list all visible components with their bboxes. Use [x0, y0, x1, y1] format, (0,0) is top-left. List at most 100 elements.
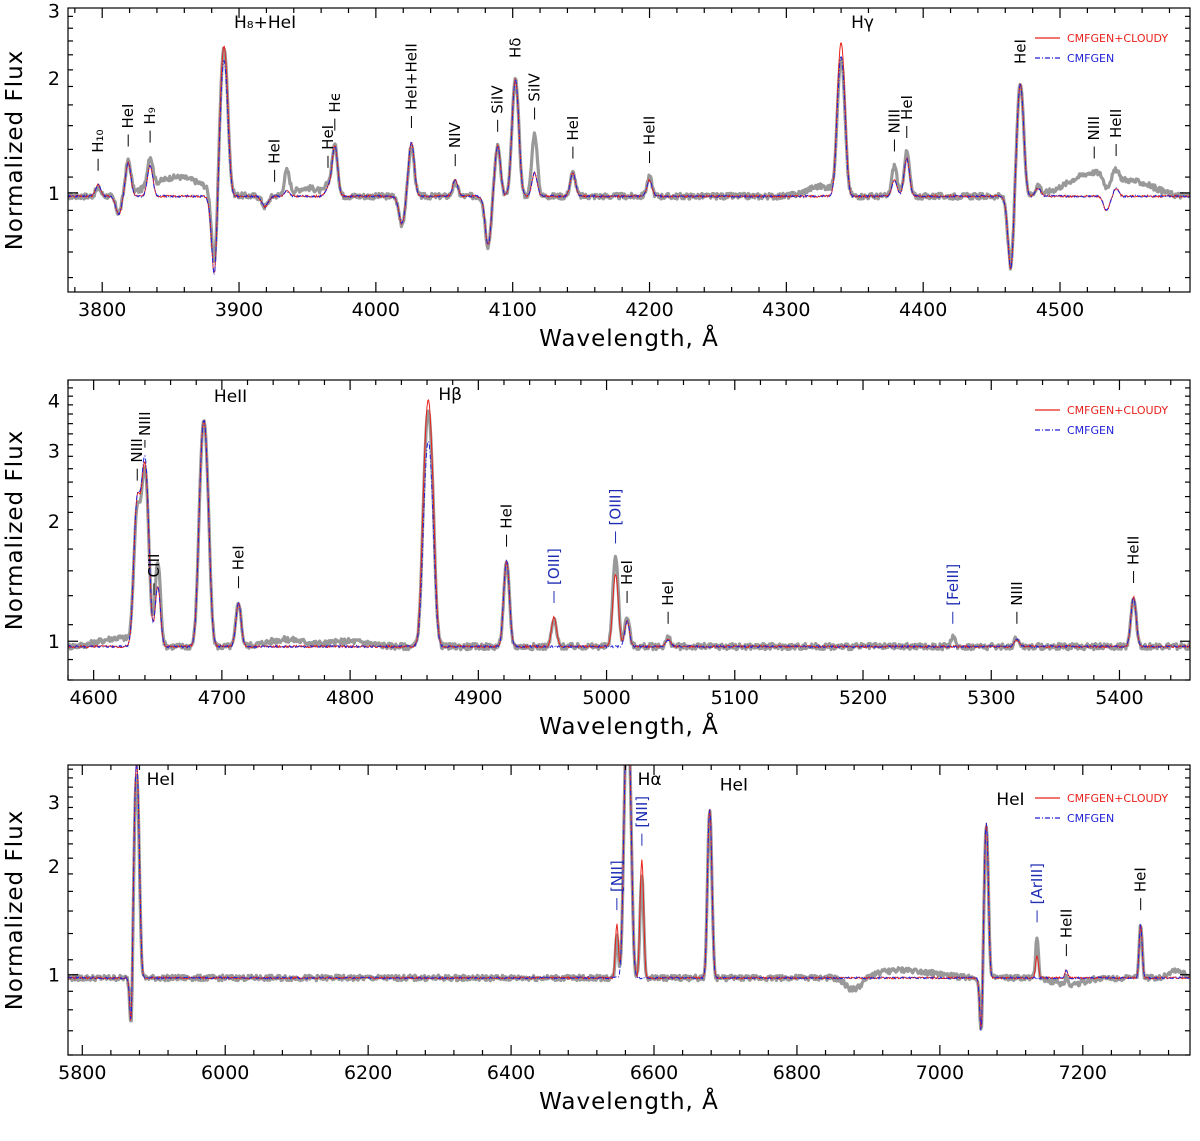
- legend-label-cmfgen-cloudy: CMFGEN+CLOUDY: [1067, 792, 1168, 805]
- line-label: Hβ: [438, 385, 462, 405]
- x-tick-label: 4900: [454, 687, 502, 709]
- legend-label-cmfgen: CMFGEN: [1067, 52, 1114, 65]
- line-label: CIII: [145, 554, 163, 578]
- line-label: H₉: [141, 107, 159, 124]
- x-tick-label: 4200: [625, 299, 673, 321]
- line-label: HeII: [1107, 109, 1125, 138]
- x-tick-label: 6000: [201, 1062, 249, 1084]
- y-tick-label: 3: [48, 792, 60, 814]
- line-label: H₁₀: [89, 129, 107, 152]
- x-tick-label: 5300: [967, 687, 1015, 709]
- line-label: HeII: [214, 387, 247, 407]
- line-label: Hϵ: [326, 92, 344, 113]
- series-observed-line: [68, 765, 1190, 1031]
- line-label: HeII: [1057, 909, 1075, 938]
- legend: CMFGEN+CLOUDY CMFGEN: [1035, 792, 1168, 825]
- x-axis-label: Wavelength, Å: [539, 712, 719, 740]
- line-label: NIII: [136, 412, 154, 437]
- x-tick-label: 6800: [773, 1062, 821, 1084]
- x-axis-label: Wavelength, Å: [539, 1087, 719, 1115]
- y-axis-label: Normalized Flux: [2, 430, 28, 631]
- y-tick-label: 2: [48, 511, 60, 533]
- line-label: HeI: [319, 125, 337, 150]
- x-tick-label: 4000: [352, 299, 400, 321]
- x-tick-label: 3900: [215, 299, 263, 321]
- line-label: HeI: [1132, 867, 1150, 892]
- line-label: HeI: [147, 770, 175, 790]
- x-tick-label: 4400: [899, 299, 947, 321]
- x-tick-label: 6600: [630, 1062, 678, 1084]
- line-label: HeI: [498, 504, 516, 529]
- line-label: Hγ: [851, 13, 874, 33]
- line-label: HeI: [898, 95, 916, 120]
- x-axis-label: Wavelength, Å: [539, 324, 719, 352]
- legend-label-cmfgen-cloudy: CMFGEN+CLOUDY: [1067, 32, 1168, 45]
- x-tick-label: 3800: [78, 299, 126, 321]
- y-tick-label: 1: [48, 965, 60, 987]
- x-tick-label: 5000: [582, 687, 630, 709]
- y-tick-label: 2: [48, 856, 60, 878]
- line-label: HeI+HeII: [402, 43, 420, 110]
- line-label: HeI: [996, 790, 1024, 810]
- line-label: Hα: [638, 770, 662, 790]
- line-label: NIV: [446, 121, 464, 148]
- line-label: [NII]: [608, 860, 626, 892]
- line-label: Hδ: [506, 38, 524, 58]
- panel-bottom: 5800 6000 6200 6400 6600 6800 7000 7200 1 2 3 Wavel…: [2, 764, 1191, 1115]
- line-label: HeI: [659, 581, 677, 606]
- panel-top: 3800 3900 4000 4100 4200 4300 4400 4500 1 2 3 Wavel…: [2, 1, 1191, 352]
- line-label: HeII: [1125, 536, 1143, 565]
- x-tick-label: 7000: [916, 1062, 964, 1084]
- y-axis-label: Normalized Flux: [2, 50, 28, 251]
- line-label: HeI: [1011, 39, 1029, 64]
- line-label: HeI: [230, 545, 248, 570]
- series-cmfgen-line: [68, 765, 1190, 1031]
- x-tick-label: 4500: [1036, 299, 1084, 321]
- line-label: HeI: [618, 560, 636, 585]
- x-tick-label: 6400: [487, 1062, 535, 1084]
- legend-label-cmfgen: CMFGEN: [1067, 812, 1114, 825]
- legend-label-cmfgen-cloudy: CMFGEN+CLOUDY: [1067, 404, 1168, 417]
- panel-middle: 4600 4700 4800 4900 5000 5100 5200 5300 5400 1 2 3 4…: [2, 379, 1191, 740]
- legend-label-cmfgen: CMFGEN: [1067, 424, 1114, 437]
- x-tick-label: 4300: [762, 299, 810, 321]
- series-cmfgen-line: [68, 56, 1190, 277]
- line-label: HeII: [641, 116, 659, 145]
- series-cmfgen-cloudy-line: [68, 42, 1190, 274]
- legend: CMFGEN+CLOUDY CMFGEN: [1035, 32, 1168, 65]
- x-tick-label: 7200: [1059, 1062, 1107, 1084]
- line-annotations: NIIINIIICIIIHeIIHeIHβHeI[OIII][OIII]HeIH…: [128, 385, 1143, 624]
- plot-frame: [67, 764, 1191, 1056]
- y-tick-label: 1: [48, 631, 60, 653]
- line-label: NIII: [1085, 116, 1103, 141]
- line-label: SiIV: [526, 72, 544, 101]
- y-tick-label: 3: [48, 440, 60, 462]
- x-tick-label: 5400: [1095, 687, 1143, 709]
- plot-frame: [67, 379, 1191, 681]
- line-label: HeI: [119, 104, 137, 129]
- line-label: [OIII]: [607, 489, 625, 526]
- x-tick-label: 4700: [198, 687, 246, 709]
- x-tick-label: 4600: [69, 687, 117, 709]
- y-tick-label: 3: [48, 1, 60, 23]
- y-tick-label: 1: [48, 183, 60, 205]
- x-tick-label: 6200: [344, 1062, 392, 1084]
- line-label: SiIV: [489, 85, 507, 114]
- x-tick-label: 5800: [58, 1062, 106, 1084]
- x-tick-label: 4100: [489, 299, 537, 321]
- line-label: NIII: [128, 438, 146, 463]
- line-label: [FeIII]: [944, 564, 962, 606]
- line-label: [OIII]: [545, 548, 563, 585]
- line-label: HeI: [720, 776, 748, 796]
- x-tick-label: 5100: [711, 687, 759, 709]
- y-tick-label: 2: [48, 68, 60, 90]
- x-tick-label: 5200: [839, 687, 887, 709]
- line-label: HeI: [564, 116, 582, 141]
- series-cmfgen-line: [68, 419, 1190, 649]
- line-label: H₈+HeI: [234, 13, 296, 33]
- line-label: [NII]: [633, 796, 651, 828]
- line-annotations: HeI [NII] Hα [NII] HeI HeI [ArIII] HeII HeI: [147, 770, 1150, 957]
- line-label: NIII: [1008, 581, 1026, 606]
